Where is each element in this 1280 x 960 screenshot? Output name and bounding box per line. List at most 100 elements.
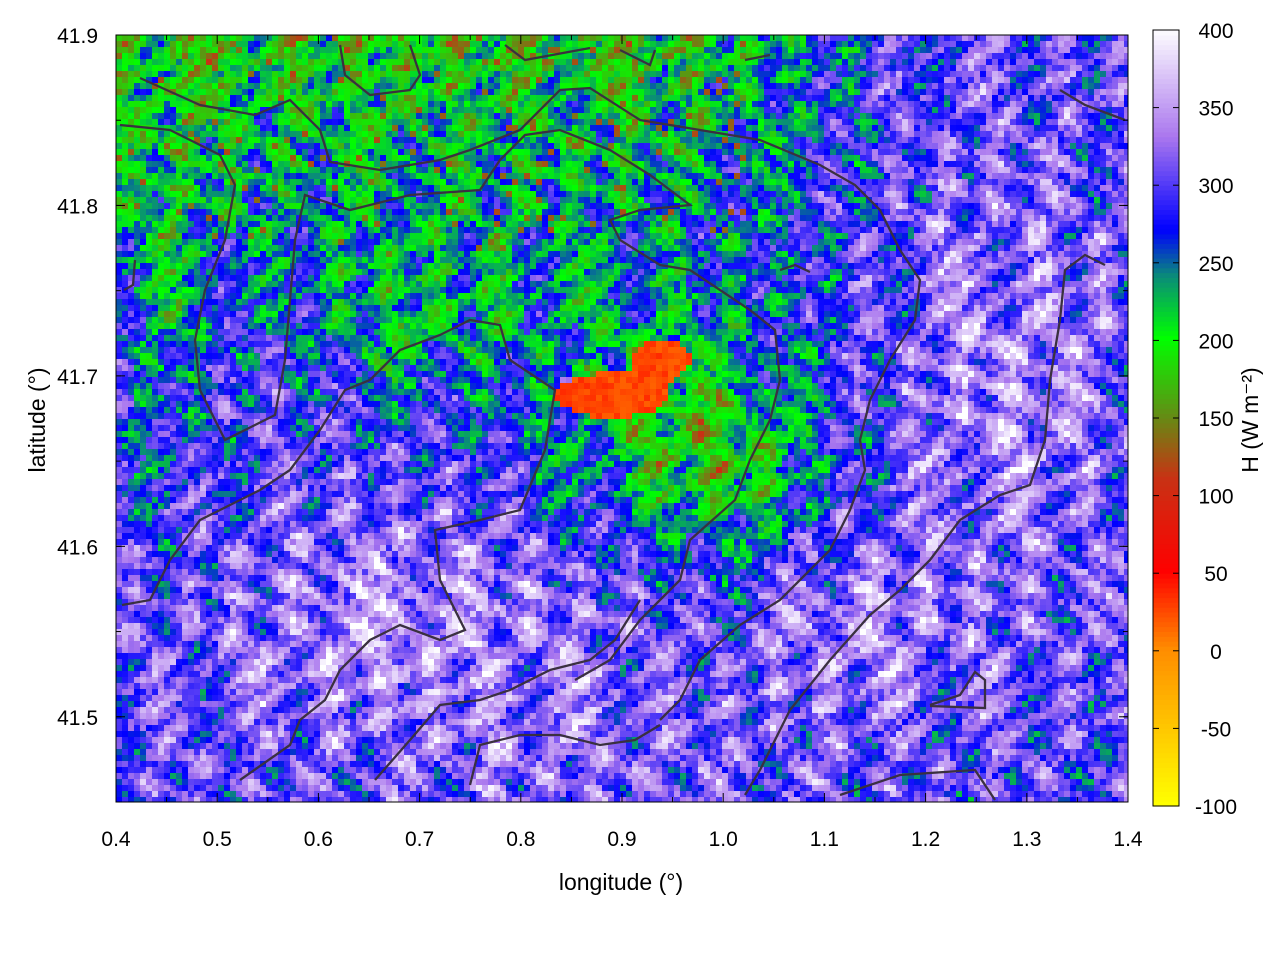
heatmap-cell (344, 155, 351, 162)
heatmap-cell (524, 191, 531, 198)
heatmap-cell (842, 53, 849, 60)
heatmap-cell (398, 137, 405, 144)
heatmap-cell (746, 113, 753, 120)
heatmap-cell (710, 41, 717, 48)
heatmap-cell (482, 119, 489, 126)
heatmap-cell (524, 149, 531, 156)
heatmap-cell (842, 185, 849, 192)
heatmap-cell (266, 191, 273, 198)
heatmap-cell (248, 35, 255, 42)
heatmap-cell (836, 179, 843, 186)
heatmap-cell (368, 131, 375, 138)
heatmap-cell (152, 113, 159, 120)
heatmap-cell (602, 167, 609, 174)
heatmap-cell (1076, 203, 1083, 210)
heatmap-cell (602, 155, 609, 162)
heatmap-cell (182, 167, 189, 174)
heatmap-cell (956, 41, 963, 48)
heatmap-cell (260, 89, 267, 96)
heatmap-cell (662, 107, 669, 114)
heatmap-cell (854, 119, 861, 126)
heatmap-cell (980, 119, 987, 126)
heatmap-cell (884, 95, 891, 102)
heatmap-cell (488, 125, 495, 132)
heatmap-cell (398, 107, 405, 114)
heatmap-cell (836, 41, 843, 48)
heatmap-cell (722, 53, 729, 60)
heatmap-cell (848, 53, 855, 60)
heatmap-cell (608, 65, 615, 72)
heatmap-cell (404, 143, 411, 150)
heatmap-cell (242, 71, 249, 78)
heatmap-cell (992, 95, 999, 102)
heatmap-cell (1016, 119, 1023, 126)
heatmap-cell (626, 101, 633, 108)
heatmap-cell (1070, 35, 1077, 42)
heatmap-cell (356, 119, 363, 126)
heatmap-cell (350, 197, 357, 204)
heatmap-cell (1088, 59, 1095, 66)
heatmap-cell (950, 203, 957, 210)
heatmap-cell (206, 101, 213, 108)
heatmap-cell (668, 71, 675, 78)
heatmap-cell (254, 197, 261, 204)
heatmap-cell (338, 65, 345, 72)
heatmap-cell (494, 167, 501, 174)
heatmap-cell (182, 197, 189, 204)
heatmap-cell (938, 95, 945, 102)
heatmap-cell (908, 59, 915, 66)
heatmap-cell (236, 203, 243, 210)
heatmap-cell (1112, 41, 1119, 48)
heatmap-cell (344, 137, 351, 144)
heatmap-cell (464, 137, 471, 144)
heatmap-cell (260, 35, 267, 42)
heatmap-cell (614, 83, 621, 90)
heatmap-cell (242, 41, 249, 48)
heatmap-cell (374, 101, 381, 108)
heatmap-cell (806, 131, 813, 138)
heatmap-cell (1070, 155, 1077, 162)
heatmap-cell (236, 89, 243, 96)
heatmap-cell (944, 197, 951, 204)
heatmap-cell (392, 137, 399, 144)
heatmap-cell (584, 179, 591, 186)
heatmap-cell (488, 173, 495, 180)
heatmap-cell (476, 71, 483, 78)
heatmap-cell (416, 143, 423, 150)
heatmap-cell (722, 197, 729, 204)
heatmap-cell (368, 143, 375, 150)
heatmap-cell (1088, 119, 1095, 126)
heatmap-cell (536, 149, 543, 156)
heatmap-cell (164, 35, 171, 42)
heatmap-cell (542, 107, 549, 114)
heatmap-cell (812, 59, 819, 66)
heatmap-cell (512, 179, 519, 186)
heatmap-cell (392, 65, 399, 72)
heatmap-cell (686, 83, 693, 90)
heatmap-cell (452, 53, 459, 60)
heatmap-cell (506, 197, 513, 204)
heatmap-cell (356, 131, 363, 138)
heatmap-cell (158, 41, 165, 48)
heatmap-cell (662, 143, 669, 150)
heatmap-cell (506, 89, 513, 96)
heatmap-cell (950, 179, 957, 186)
heatmap-cell (818, 191, 825, 198)
heatmap-cell (164, 173, 171, 180)
heatmap-cell (602, 101, 609, 108)
heatmap-cell (812, 113, 819, 120)
heatmap-cell (680, 107, 687, 114)
heatmap-cell (566, 209, 573, 216)
heatmap-cell (464, 77, 471, 84)
heatmap-cell (470, 41, 477, 48)
heatmap-cell (524, 113, 531, 120)
heatmap-cell (254, 47, 261, 54)
heatmap-cell (248, 65, 255, 72)
heatmap-cell (476, 113, 483, 120)
heatmap-cell (1124, 89, 1129, 96)
heatmap-cell (236, 113, 243, 120)
heatmap-cell (1052, 89, 1059, 96)
heatmap-cell (134, 113, 141, 120)
heatmap-cell (644, 185, 651, 192)
heatmap-cell (722, 107, 729, 114)
